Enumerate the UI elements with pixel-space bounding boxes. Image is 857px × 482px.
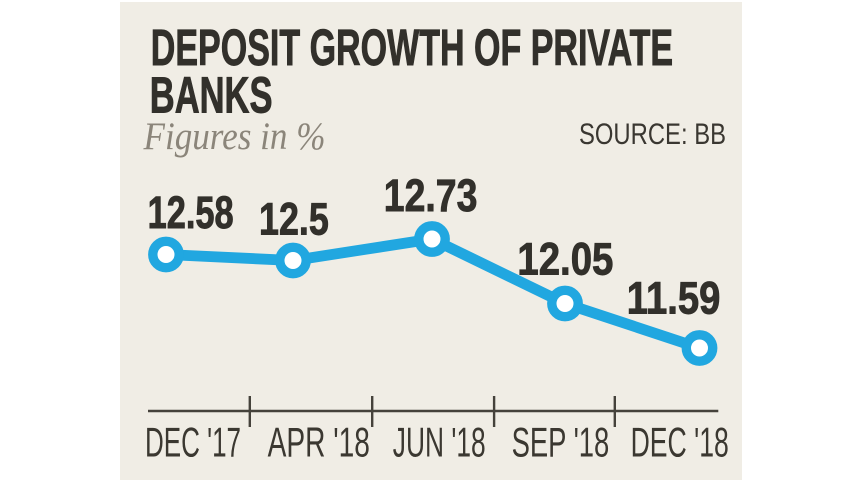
svg-text:JUN '18: JUN '18: [393, 419, 486, 466]
svg-text:12.73: 12.73: [384, 170, 478, 221]
svg-text:DEPOSIT GROWTH OF PRIVATE: DEPOSIT GROWTH OF PRIVATE: [151, 19, 673, 76]
svg-text:SEP '18: SEP '18: [512, 419, 610, 466]
svg-text:11.59: 11.59: [627, 273, 721, 324]
svg-text:DEC '18: DEC '18: [631, 419, 729, 466]
svg-text:SOURCE: BB: SOURCE: BB: [579, 118, 726, 151]
svg-text:Figures in %: Figures in %: [143, 114, 326, 158]
svg-text:12.58: 12.58: [148, 187, 234, 238]
svg-text:12.05: 12.05: [517, 234, 613, 285]
svg-text:DEC '17: DEC '17: [145, 419, 241, 466]
svg-text:APR '18: APR '18: [268, 419, 370, 466]
svg-text:12.5: 12.5: [259, 194, 329, 245]
svg-text:BANKS: BANKS: [150, 67, 273, 124]
